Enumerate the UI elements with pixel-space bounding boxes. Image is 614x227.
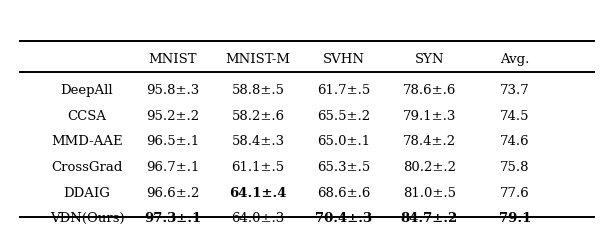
Text: CCSA: CCSA <box>68 109 106 122</box>
Text: DDAIG: DDAIG <box>63 186 111 199</box>
Text: 70.4±.3: 70.4±.3 <box>315 212 372 225</box>
Text: 96.6±.2: 96.6±.2 <box>146 186 199 199</box>
Text: 78.6±.6: 78.6±.6 <box>403 84 456 97</box>
Text: 96.5±.1: 96.5±.1 <box>146 135 199 148</box>
Text: 75.8: 75.8 <box>500 160 529 173</box>
Text: SYN: SYN <box>414 53 444 66</box>
Text: 96.7±.1: 96.7±.1 <box>146 160 199 173</box>
Text: 80.2±.2: 80.2±.2 <box>403 160 456 173</box>
Text: 61.7±.5: 61.7±.5 <box>317 84 370 97</box>
Text: MNIST-M: MNIST-M <box>225 53 290 66</box>
Text: 97.3±.1: 97.3±.1 <box>144 212 201 225</box>
Text: 58.2±.6: 58.2±.6 <box>231 109 285 122</box>
Text: 65.0±.1: 65.0±.1 <box>317 135 370 148</box>
Text: 58.4±.3: 58.4±.3 <box>231 135 285 148</box>
Text: VDN(Ours): VDN(Ours) <box>50 212 124 225</box>
Text: 73.7: 73.7 <box>500 84 530 97</box>
Text: 58.8±.5: 58.8±.5 <box>231 84 285 97</box>
Text: MMD-AAE: MMD-AAE <box>51 135 123 148</box>
Text: 79.1±.3: 79.1±.3 <box>403 109 456 122</box>
Text: 68.6±.6: 68.6±.6 <box>317 186 370 199</box>
Text: 74.6: 74.6 <box>500 135 530 148</box>
Text: 65.5±.2: 65.5±.2 <box>317 109 370 122</box>
Text: SVHN: SVHN <box>323 53 365 66</box>
Text: Avg.: Avg. <box>500 53 529 66</box>
Text: 64.1±.4: 64.1±.4 <box>230 186 287 199</box>
Text: 95.8±.3: 95.8±.3 <box>146 84 199 97</box>
Text: 65.3±.5: 65.3±.5 <box>317 160 370 173</box>
Text: 61.1±.5: 61.1±.5 <box>231 160 285 173</box>
Text: 77.6: 77.6 <box>500 186 530 199</box>
Text: 81.0±.5: 81.0±.5 <box>403 186 456 199</box>
Text: 64.0±.3: 64.0±.3 <box>231 212 285 225</box>
Text: MNIST: MNIST <box>149 53 196 66</box>
Text: DeepAll: DeepAll <box>61 84 113 97</box>
Text: 95.2±.2: 95.2±.2 <box>146 109 199 122</box>
Text: 84.7±.2: 84.7±.2 <box>400 212 458 225</box>
Text: 79.1: 79.1 <box>499 212 531 225</box>
Text: 74.5: 74.5 <box>500 109 529 122</box>
Text: CrossGrad: CrossGrad <box>52 160 123 173</box>
Text: 78.4±.2: 78.4±.2 <box>403 135 456 148</box>
